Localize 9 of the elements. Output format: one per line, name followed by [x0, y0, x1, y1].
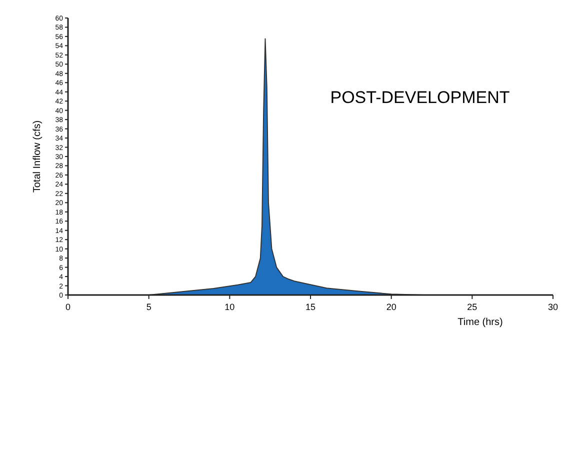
x-tick-label: 5	[146, 302, 152, 312]
x-tick-label: 20	[386, 302, 396, 312]
x-tick-label: 30	[548, 302, 558, 312]
x-axis-title: Time (hrs)	[458, 317, 503, 328]
y-axis-title: Total Inflow (cfs)	[32, 120, 43, 193]
x-tick-label: 25	[467, 302, 478, 312]
x-tick-label: 10	[224, 302, 235, 312]
x-tick-label: 15	[305, 302, 316, 312]
annotation: POST-DEVELOPMENT	[330, 88, 510, 107]
